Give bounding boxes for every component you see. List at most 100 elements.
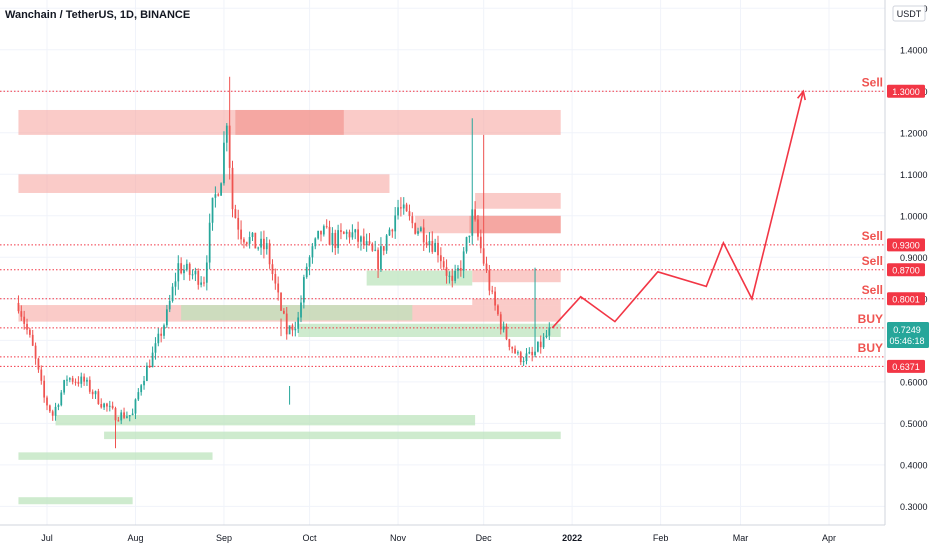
- candle-body[interactable]: [277, 283, 280, 293]
- candle-body[interactable]: [342, 231, 345, 234]
- candle-body[interactable]: [228, 125, 231, 168]
- candle-body[interactable]: [48, 405, 51, 412]
- candle-body[interactable]: [223, 142, 225, 184]
- candle-body[interactable]: [454, 270, 457, 281]
- candle-body[interactable]: [328, 226, 331, 245]
- candle-body[interactable]: [86, 379, 88, 382]
- candle-body[interactable]: [263, 238, 265, 250]
- candle-body[interactable]: [371, 243, 374, 251]
- candle-body[interactable]: [479, 236, 482, 249]
- candle-body[interactable]: [94, 391, 97, 395]
- candle-body[interactable]: [146, 365, 148, 381]
- time-axis[interactable]: Jul Aug Sep Oct Nov Dec 2022 Feb Mar Apr: [41, 533, 836, 543]
- candle-body[interactable]: [408, 211, 411, 217]
- candle-body[interactable]: [63, 380, 66, 393]
- candle-body[interactable]: [537, 341, 539, 352]
- candle-body[interactable]: [519, 352, 522, 363]
- candle-body[interactable]: [274, 274, 277, 284]
- candle-body[interactable]: [57, 405, 60, 407]
- candle-body[interactable]: [317, 230, 320, 239]
- candle-body[interactable]: [23, 316, 26, 324]
- candle-body[interactable]: [240, 229, 242, 240]
- candle-body[interactable]: [405, 204, 408, 212]
- candle-body[interactable]: [191, 274, 194, 276]
- candle-body[interactable]: [248, 237, 251, 244]
- candle-body[interactable]: [157, 333, 160, 344]
- candle-body[interactable]: [434, 242, 437, 252]
- candle-body[interactable]: [462, 251, 465, 271]
- candle-body[interactable]: [354, 229, 357, 233]
- candle-body[interactable]: [83, 376, 85, 382]
- candle-body[interactable]: [37, 358, 40, 370]
- candle-body[interactable]: [271, 264, 274, 275]
- candle-body[interactable]: [106, 403, 108, 407]
- candle-body[interactable]: [214, 194, 217, 198]
- candle-body[interactable]: [131, 413, 134, 416]
- candle-body[interactable]: [291, 325, 294, 331]
- candle-body[interactable]: [459, 268, 462, 271]
- candle-body[interactable]: [502, 326, 505, 330]
- candle-body[interactable]: [245, 242, 248, 244]
- candle-body[interactable]: [151, 352, 154, 368]
- candle-body[interactable]: [431, 240, 434, 252]
- candle-body[interactable]: [499, 314, 502, 330]
- candle-body[interactable]: [439, 255, 442, 262]
- candle-body[interactable]: [43, 380, 46, 398]
- candle-body[interactable]: [294, 328, 297, 331]
- candle-body[interactable]: [382, 246, 385, 251]
- candle-body[interactable]: [491, 290, 494, 292]
- candle-body[interactable]: [174, 281, 177, 287]
- candle-body[interactable]: [154, 343, 157, 353]
- candle-body[interactable]: [411, 216, 414, 224]
- candle-body[interactable]: [528, 351, 531, 354]
- candle-body[interactable]: [542, 337, 545, 348]
- candle-body[interactable]: [468, 235, 471, 238]
- candle-body[interactable]: [177, 263, 180, 282]
- candle-body[interactable]: [243, 239, 245, 243]
- candle-body[interactable]: [377, 249, 379, 270]
- candle-body[interactable]: [485, 263, 488, 271]
- candle-body[interactable]: [17, 302, 20, 312]
- candle-body[interactable]: [108, 405, 111, 407]
- candle-body[interactable]: [123, 412, 125, 418]
- candle-body[interactable]: [148, 365, 151, 368]
- candle-body[interactable]: [254, 232, 257, 249]
- candle-body[interactable]: [525, 353, 528, 362]
- candle-body[interactable]: [51, 411, 54, 416]
- candle-body[interactable]: [477, 219, 479, 237]
- candle-body[interactable]: [365, 241, 368, 245]
- candle-body[interactable]: [334, 232, 337, 248]
- candle-body[interactable]: [545, 335, 548, 338]
- candle-body[interactable]: [208, 222, 211, 263]
- candle-body[interactable]: [88, 379, 91, 392]
- candle-body[interactable]: [340, 230, 342, 232]
- candle-body[interactable]: [120, 412, 123, 421]
- candle-body[interactable]: [391, 229, 394, 232]
- candle-body[interactable]: [60, 392, 63, 406]
- candle-body[interactable]: [203, 282, 205, 284]
- candle-body[interactable]: [539, 341, 542, 348]
- candle-body[interactable]: [185, 263, 188, 270]
- candle-body[interactable]: [397, 207, 399, 216]
- candle-body[interactable]: [126, 416, 128, 418]
- candle-body[interactable]: [337, 230, 339, 248]
- candle-body[interactable]: [400, 207, 402, 209]
- candle-body[interactable]: [117, 420, 120, 422]
- candle-body[interactable]: [465, 237, 468, 252]
- candle-body[interactable]: [285, 313, 288, 335]
- candle-body[interactable]: [234, 209, 237, 218]
- candle-body[interactable]: [103, 403, 105, 408]
- candle-body[interactable]: [451, 275, 454, 281]
- candle-body[interactable]: [362, 236, 365, 245]
- candle-body[interactable]: [442, 261, 445, 268]
- candle-body[interactable]: [68, 378, 71, 380]
- candle-body[interactable]: [100, 404, 103, 408]
- candlestick-series[interactable]: [17, 76, 551, 449]
- candle-body[interactable]: [314, 238, 317, 247]
- candle-body[interactable]: [77, 381, 80, 384]
- candle-body[interactable]: [288, 325, 291, 335]
- candle-body[interactable]: [380, 246, 382, 270]
- candle-body[interactable]: [280, 292, 282, 311]
- candle-body[interactable]: [74, 381, 77, 383]
